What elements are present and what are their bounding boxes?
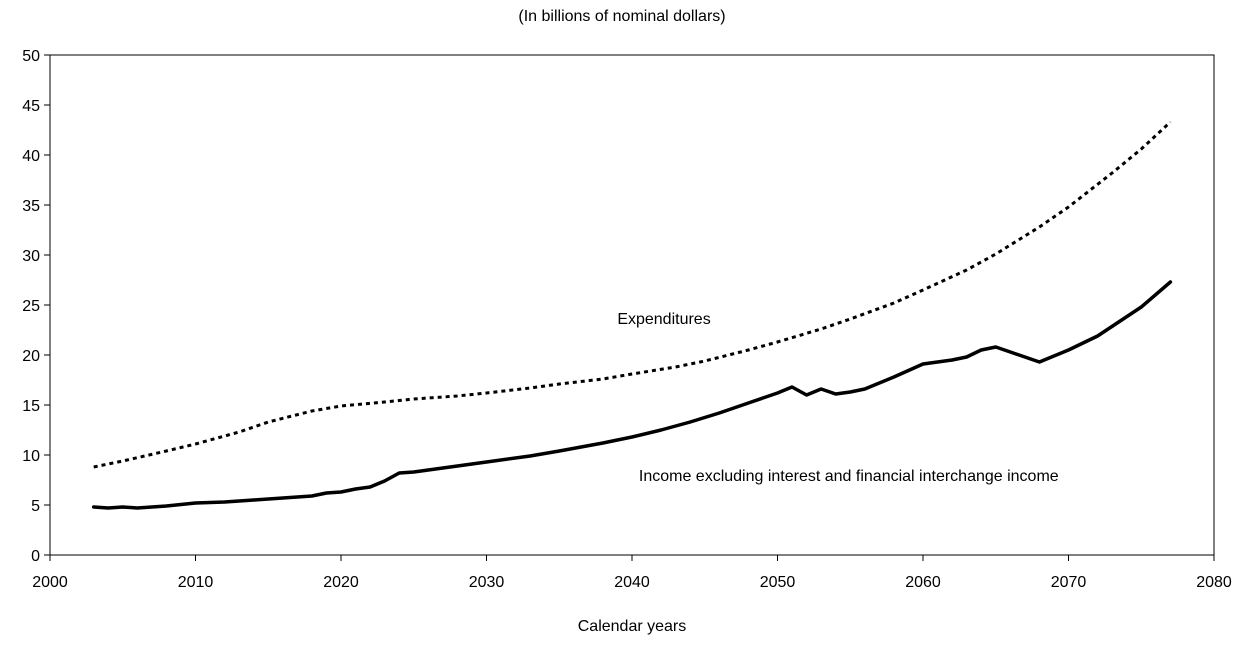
series-line-expenditures [93,120,1172,469]
x-tick-label: 2010 [178,574,214,591]
y-tick-label: 35 [22,198,40,215]
chart-subtitle: (In billions of nominal dollars) [518,8,725,25]
series-annotation-label: Expenditures [617,311,710,328]
y-tick-label: 45 [22,98,40,115]
axes: 0 5 10 15 20 25 30 35 40 45 50 2000 2010 2020 2030 2040… [22,48,1232,591]
y-tick-label: 40 [22,148,40,165]
x-tick-label: 2080 [1196,574,1232,591]
y-tick-label: 10 [22,448,40,465]
x-tick-label: 2050 [760,574,796,591]
y-tick-label: 20 [22,348,40,365]
y-tick-label: 50 [22,48,40,65]
y-tick-label: 5 [31,498,40,515]
x-tick-label: 2030 [469,574,505,591]
x-tick-label: 2060 [905,574,941,591]
y-tick-label: 25 [22,298,40,315]
x-tick-label: 2020 [323,574,359,591]
series-annotation-label: Income excluding interest and financial … [639,468,1059,485]
series-layer [91,120,1173,510]
x-axis-title: Calendar years [578,618,687,635]
y-tick-label: 0 [31,548,40,565]
x-tick-label: 2070 [1051,574,1087,591]
series-line-income [91,280,1173,510]
x-tick-label: 2000 [32,574,68,591]
annotation-layer: Expenditures Income excluding interest an… [617,311,1058,485]
y-tick-label: 15 [22,398,40,415]
x-tick-label: 2040 [614,574,650,591]
y-tick-label: 30 [22,248,40,265]
